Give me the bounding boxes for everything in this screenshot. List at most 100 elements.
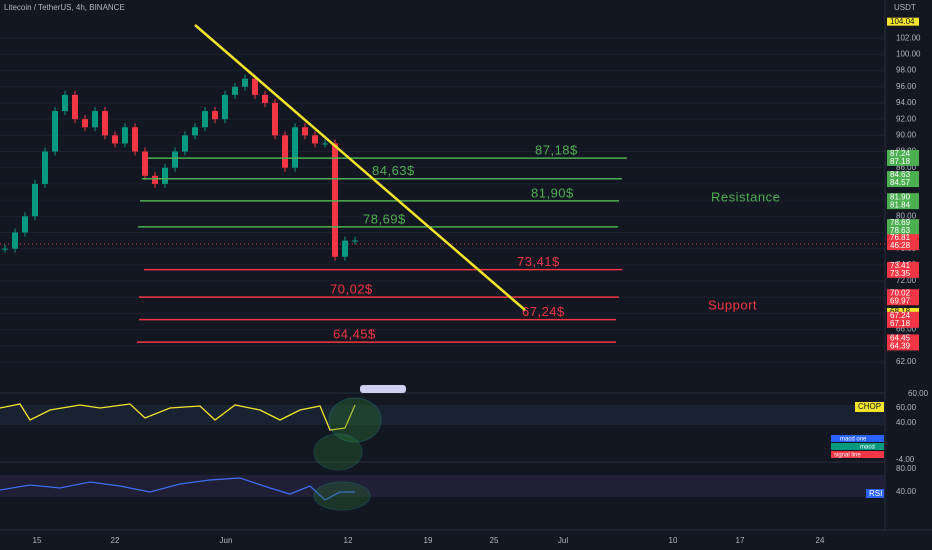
level-label: 70,02$ [330, 282, 373, 297]
time-label: 24 [816, 536, 825, 545]
tag [831, 451, 884, 458]
price-tag [887, 289, 919, 306]
candle [12, 232, 18, 249]
candle [352, 240, 358, 242]
price-tag-label: 73.35 [890, 269, 911, 278]
time-label: 12 [344, 536, 353, 545]
candle [132, 127, 138, 152]
candle [212, 111, 218, 120]
price-tag-label: 81.84 [890, 200, 911, 209]
candle [262, 94, 268, 103]
level-label: 67,24$ [522, 304, 565, 319]
price-tag-label: 68.18 [890, 307, 911, 316]
price-tag [887, 234, 919, 251]
price-tag-label: 73.41 [890, 261, 911, 270]
price-tag [887, 17, 919, 26]
rsi-band [0, 475, 885, 497]
ind-axis: 60.00 [896, 403, 917, 412]
macd-label: macd [860, 445, 875, 451]
price-tick-label: 86.00 [896, 163, 917, 172]
time-label: 25 [490, 536, 499, 545]
price-tag-label: 87.24 [890, 149, 911, 158]
candle [252, 78, 258, 95]
candle [72, 94, 78, 120]
candle [142, 151, 148, 176]
price-tag-label: 70.02 [890, 288, 911, 297]
candle [2, 248, 8, 250]
price-tick-label: 66.00 [896, 325, 917, 334]
price-tag-label: 78.69 [890, 218, 911, 227]
candle [222, 94, 228, 120]
price-tag-label: 69.97 [890, 296, 911, 305]
candle [32, 183, 38, 217]
level-label: 84,63$ [372, 163, 415, 178]
price-tag-label: 78.63 [890, 226, 911, 235]
price-tag [887, 193, 919, 210]
price-tag [887, 171, 919, 188]
rsi-line [0, 477, 355, 501]
trend-line [194, 24, 526, 311]
time-label: Jul [558, 536, 568, 545]
candle [302, 127, 308, 136]
price-tick-label: 92.00 [896, 114, 917, 123]
highlight [313, 481, 371, 511]
candle [332, 143, 338, 257]
price-tag [887, 219, 919, 236]
level-label: 87,18$ [535, 143, 578, 158]
candle [282, 135, 288, 168]
price-tick-label: 96.00 [896, 82, 917, 91]
chop-band [0, 405, 885, 425]
macd-one-label: macd one [840, 437, 867, 443]
tag [831, 435, 884, 442]
highlight [328, 397, 382, 443]
price-tick-label: 80.00 [896, 211, 917, 220]
time-axis: 15 22 Jun 12 19 25 Jul 10 17 24 [33, 536, 825, 545]
highlight [313, 433, 363, 471]
tag [866, 489, 884, 498]
time-label: 15 [33, 536, 42, 545]
level-label: 78,69$ [363, 211, 406, 226]
price-tick-label: 90.00 [896, 130, 917, 139]
price-tag [887, 334, 919, 351]
candles [2, 74, 358, 261]
candle [112, 135, 118, 144]
price-tag-label: 104.04 [890, 17, 915, 26]
candle [42, 151, 48, 184]
candle [342, 240, 348, 257]
price-tag-label: 76.81 [890, 233, 911, 242]
price-tag-label: 46:28 [890, 241, 911, 250]
price-tick-label: 98.00 [896, 66, 917, 75]
candle [232, 86, 238, 95]
signal-label: signal line [834, 453, 861, 459]
chop-tag [855, 402, 884, 412]
price-tag [887, 261, 919, 278]
candle [182, 135, 188, 152]
price-tick-label: 100.00 [896, 49, 921, 58]
candle [192, 127, 198, 136]
candle [272, 102, 278, 136]
price-tag-label: 67.24 [890, 311, 911, 320]
price-tag-label: 84.57 [890, 178, 911, 187]
time-label: 19 [424, 536, 433, 545]
price-tick-label: 102.00 [896, 33, 921, 42]
price-tag-label: 67.18 [890, 319, 911, 328]
candle [122, 127, 128, 144]
level-label: 73,41$ [517, 254, 560, 269]
candle [202, 111, 208, 128]
price-tag [887, 311, 919, 328]
symbol-title: Litecoin / TetherUS, 4h, BINANCE [4, 3, 125, 12]
time-label: Jun [220, 536, 233, 545]
rsi-label: RSI [869, 489, 882, 498]
candle [52, 111, 58, 152]
price-tick-label: 72.00 [896, 276, 917, 285]
currency: USDT [894, 3, 916, 12]
time-label: 22 [111, 536, 120, 545]
candle [152, 175, 158, 184]
price-tick-label: 94.00 [896, 98, 917, 107]
ind-axis: 40.00 [896, 487, 917, 496]
price-tag-label: 87.18 [890, 157, 911, 166]
chop-line [0, 403, 356, 431]
